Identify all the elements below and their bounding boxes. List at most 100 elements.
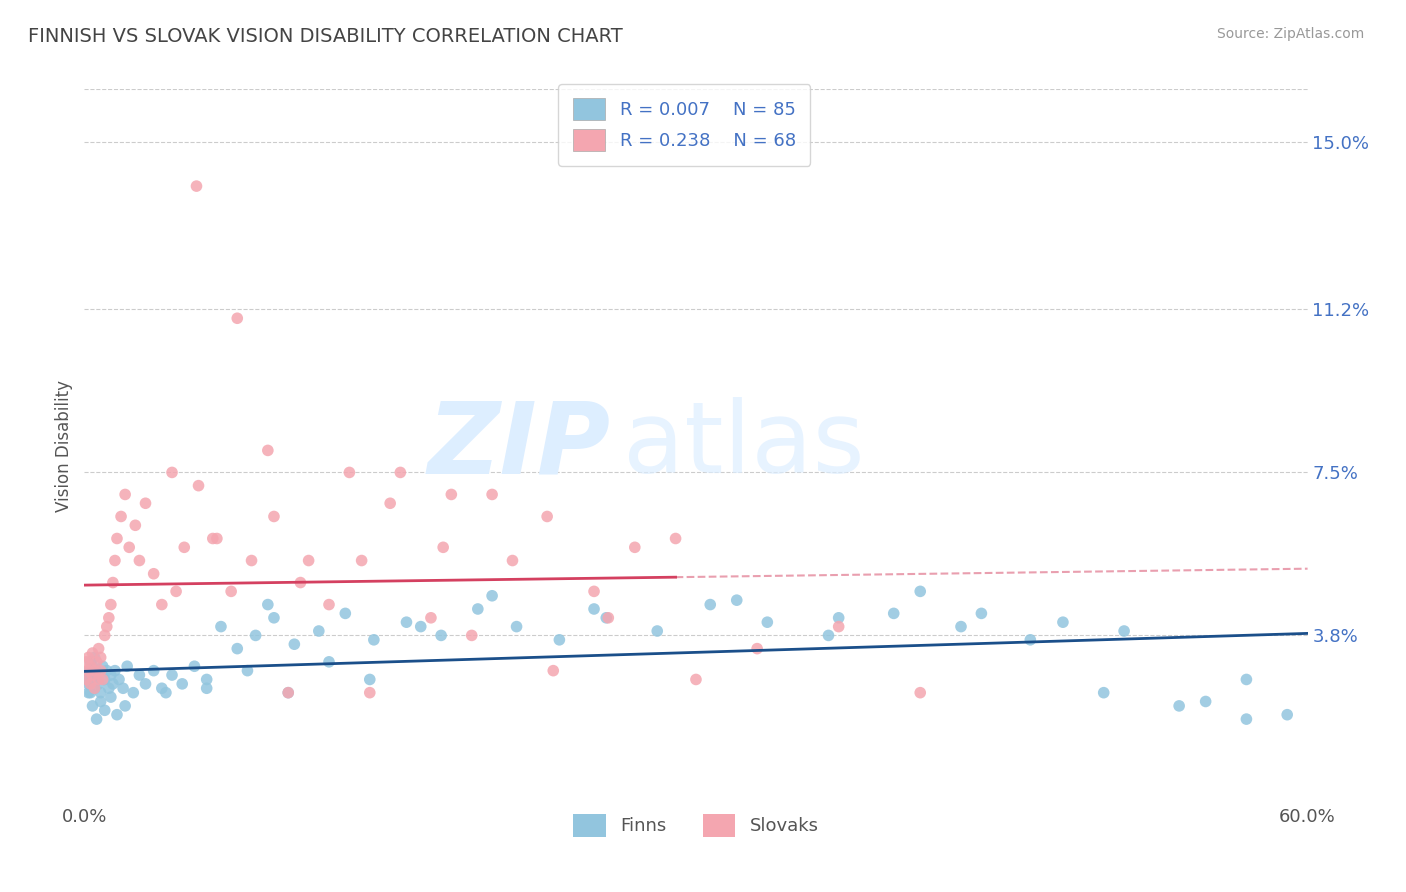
Point	[93, 628, 115, 642]
Point	[395, 615, 418, 630]
Point	[1168, 698, 1191, 713]
Point	[240, 553, 263, 567]
Point	[283, 637, 305, 651]
Point	[910, 686, 932, 700]
Point	[160, 466, 183, 480]
Point	[502, 553, 524, 567]
Point	[79, 677, 101, 691]
Point	[82, 646, 104, 660]
Point	[83, 664, 105, 678]
Point	[135, 496, 157, 510]
Point	[1052, 615, 1074, 630]
Point	[219, 584, 242, 599]
Point	[183, 659, 205, 673]
Point	[236, 664, 259, 678]
Point	[430, 628, 453, 642]
Point	[226, 311, 249, 326]
Point	[100, 598, 122, 612]
Point	[75, 673, 97, 687]
Point	[598, 611, 620, 625]
Point	[135, 677, 157, 691]
Point	[118, 541, 141, 555]
Point	[97, 611, 120, 625]
Point	[263, 509, 285, 524]
Point	[114, 487, 136, 501]
Point	[1236, 712, 1258, 726]
Point	[86, 712, 108, 726]
Point	[195, 673, 218, 687]
Point	[90, 686, 112, 700]
Point	[277, 686, 299, 700]
Point	[150, 681, 173, 696]
Point	[624, 541, 647, 555]
Point	[226, 641, 249, 656]
Point	[91, 659, 114, 673]
Point	[699, 598, 721, 612]
Point	[82, 659, 104, 673]
Point	[91, 673, 114, 687]
Point	[308, 624, 330, 638]
Point	[645, 624, 668, 638]
Point	[83, 681, 105, 696]
Point	[160, 668, 183, 682]
Point	[82, 698, 104, 713]
Point	[1019, 632, 1042, 647]
Point	[77, 664, 100, 678]
Point	[461, 628, 484, 642]
Point	[128, 553, 150, 567]
Point	[101, 677, 124, 691]
Point	[536, 509, 558, 524]
Point	[883, 607, 905, 621]
Point	[104, 553, 127, 567]
Point	[104, 664, 127, 678]
Y-axis label: Vision Disability: Vision Disability	[55, 380, 73, 512]
Point	[245, 628, 267, 642]
Point	[79, 677, 101, 691]
Point	[100, 690, 122, 704]
Point	[828, 611, 851, 625]
Point	[77, 677, 100, 691]
Point	[828, 619, 851, 633]
Point	[665, 532, 688, 546]
Point	[363, 632, 385, 647]
Point	[87, 641, 110, 656]
Point	[1114, 624, 1136, 638]
Point	[359, 673, 381, 687]
Point	[110, 509, 132, 524]
Point	[195, 681, 218, 696]
Point	[155, 686, 177, 700]
Point	[124, 518, 146, 533]
Point	[96, 619, 118, 633]
Point	[79, 686, 101, 700]
Text: atlas: atlas	[623, 398, 865, 494]
Point	[122, 686, 145, 700]
Point	[187, 478, 209, 492]
Point	[114, 698, 136, 713]
Point	[79, 655, 101, 669]
Point	[209, 619, 232, 633]
Point	[150, 598, 173, 612]
Point	[165, 584, 187, 599]
Point	[100, 668, 122, 682]
Point	[481, 487, 503, 501]
Point	[298, 553, 321, 567]
Point	[90, 664, 112, 678]
Point	[543, 664, 565, 678]
Point	[97, 681, 120, 696]
Point	[1092, 686, 1115, 700]
Point	[432, 541, 454, 555]
Point	[380, 496, 402, 510]
Point	[583, 602, 606, 616]
Text: ZIP: ZIP	[427, 398, 610, 494]
Point	[467, 602, 489, 616]
Text: FINNISH VS SLOVAK VISION DISABILITY CORRELATION CHART: FINNISH VS SLOVAK VISION DISABILITY CORR…	[28, 27, 623, 45]
Point	[87, 677, 110, 691]
Point	[481, 589, 503, 603]
Point	[186, 179, 208, 194]
Point	[75, 668, 97, 682]
Point	[82, 668, 104, 682]
Point	[101, 575, 124, 590]
Point	[725, 593, 748, 607]
Point	[128, 668, 150, 682]
Point	[277, 686, 299, 700]
